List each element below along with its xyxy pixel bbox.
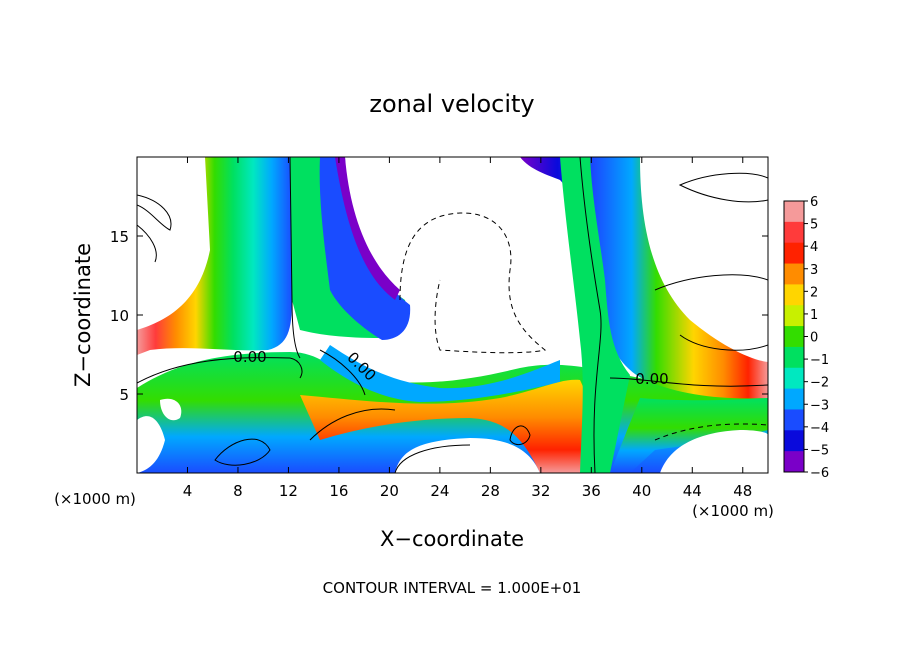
- y-tick-label: 5: [119, 386, 129, 404]
- x-unit-right: (×1000 m): [692, 502, 774, 520]
- x-tick-label: 12: [279, 482, 298, 500]
- colorbar-swatch: [784, 221, 804, 244]
- colorbar-swatch: [784, 326, 804, 348]
- colorbar-swatch: [784, 388, 804, 410]
- x-axis: 4 8 12 16 20 24 28 32 36 40 44 48: [183, 157, 752, 500]
- colorbar-swatch: [784, 263, 804, 285]
- x-tick-label: 20: [380, 482, 399, 500]
- colorbar-swatch: [784, 284, 804, 306]
- y-tick-label: 15: [110, 228, 129, 246]
- contour-lines: [137, 157, 768, 473]
- x-tick-label: 28: [481, 482, 500, 500]
- colorbar: 6 5 4 3 2 1 0 −1 −2 −3 −4 −5 −6: [783, 195, 829, 481]
- y-axis: 5 10 15: [110, 228, 768, 404]
- x-tick-label: 48: [733, 482, 752, 500]
- colorbar-swatch: [784, 430, 804, 452]
- colorbar-label: −3: [810, 398, 829, 413]
- x-tick-label: 16: [329, 482, 348, 500]
- y-axis-label: Z−coordinate: [71, 243, 95, 387]
- x-axis-label: X−coordinate: [380, 527, 524, 551]
- colorbar-swatch: [784, 367, 804, 390]
- colorbar-swatch: [784, 346, 804, 369]
- x-tick-label: 24: [430, 482, 449, 500]
- colorbar-label: −6: [810, 466, 829, 481]
- x-tick-label: 8: [233, 482, 243, 500]
- chart-title: zonal velocity: [369, 90, 534, 118]
- contour-label: 0.00: [233, 348, 266, 366]
- colorbar-label: −1: [810, 353, 829, 368]
- colorbar-swatch: [784, 305, 804, 327]
- colorbar-label: −4: [810, 421, 829, 436]
- y-tick-label: 10: [110, 307, 129, 325]
- x-tick-label: 44: [683, 482, 702, 500]
- colorbar-label: 5: [810, 218, 818, 233]
- colorbar-label: 0: [810, 331, 818, 346]
- colorbar-swatch: [784, 451, 804, 473]
- x-tick-label: 4: [183, 482, 193, 500]
- x-tick-label: 40: [632, 482, 651, 500]
- colorbar-label: 2: [810, 285, 818, 300]
- colorbar-label: −5: [810, 443, 829, 458]
- colorbar-label: 6: [810, 195, 818, 210]
- colorbar-swatch: [784, 201, 804, 223]
- x-unit-left: (×1000 m): [54, 490, 136, 508]
- contour-interval-note: CONTOUR INTERVAL = 1.000E+01: [323, 579, 582, 597]
- colorbar-label: −2: [810, 376, 829, 391]
- colorbar-label: 1: [810, 308, 818, 323]
- colorbar-swatch: [784, 409, 804, 431]
- velocity-field: [137, 157, 768, 473]
- contour-label: 0.00: [635, 370, 668, 388]
- x-tick-label: 36: [582, 482, 601, 500]
- colorbar-label: 3: [810, 263, 818, 278]
- colorbar-swatch: [784, 242, 804, 265]
- x-tick-label: 32: [531, 482, 550, 500]
- colorbar-label: 4: [810, 240, 818, 255]
